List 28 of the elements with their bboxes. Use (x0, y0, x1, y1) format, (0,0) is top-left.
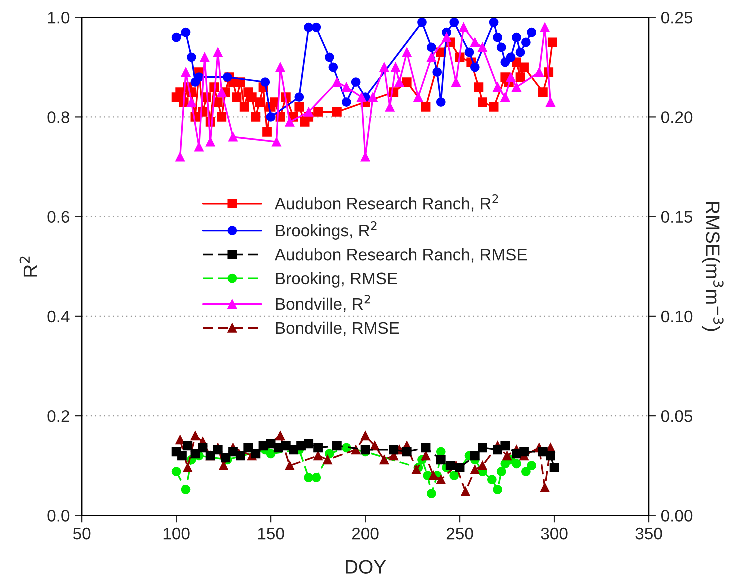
y-tick-label: 0.8 (48, 112, 70, 124)
y2-tick-label: 0.05 (661, 410, 693, 422)
y2-tick-label: 0.20 (661, 112, 693, 124)
y-tick-label: 1.0 (48, 12, 70, 24)
y-tick-label: 0.2 (48, 410, 70, 422)
y2-tick-label: 0.10 (661, 310, 693, 323)
y-tick-label: 0.4 (48, 310, 70, 323)
x-tick-label: 100 (164, 528, 190, 540)
x-tick-label: 50 (73, 528, 91, 540)
legend-label: Bondville, R$^{2}$ (276, 294, 370, 312)
legend-label: Brookings, R$^{2}$ (276, 221, 377, 240)
x-tick-label: 350 (636, 528, 662, 540)
y2-axis-title: RMSE(m$^{3}$m$^{−3}$) (702, 202, 724, 332)
x-tick-label: 300 (541, 528, 568, 540)
x-tick-label: 150 (258, 528, 284, 540)
y-tick-label: 0.0 (48, 510, 70, 522)
y-axis-title: R$^{2}$ (20, 256, 38, 277)
legend-label: Bondville, RMSE (276, 322, 400, 336)
legend-label: Audubon Research Ranch, RMSE (274, 248, 528, 263)
x-axis-title: DOY (346, 560, 386, 574)
y2-tick-label: 0.25 (661, 12, 693, 24)
x-tick-label: 250 (446, 528, 474, 540)
x-tick-label: 200 (352, 528, 379, 540)
legend-label: Brooking, RMSE (276, 272, 398, 288)
legend-label: Audubon Research Ranch, R$^{2}$ (274, 194, 498, 212)
y2-tick-label: 0.15 (661, 211, 693, 224)
y2-tick-label: 0.00 (661, 510, 693, 522)
y-tick-label: 0.6 (48, 211, 70, 224)
